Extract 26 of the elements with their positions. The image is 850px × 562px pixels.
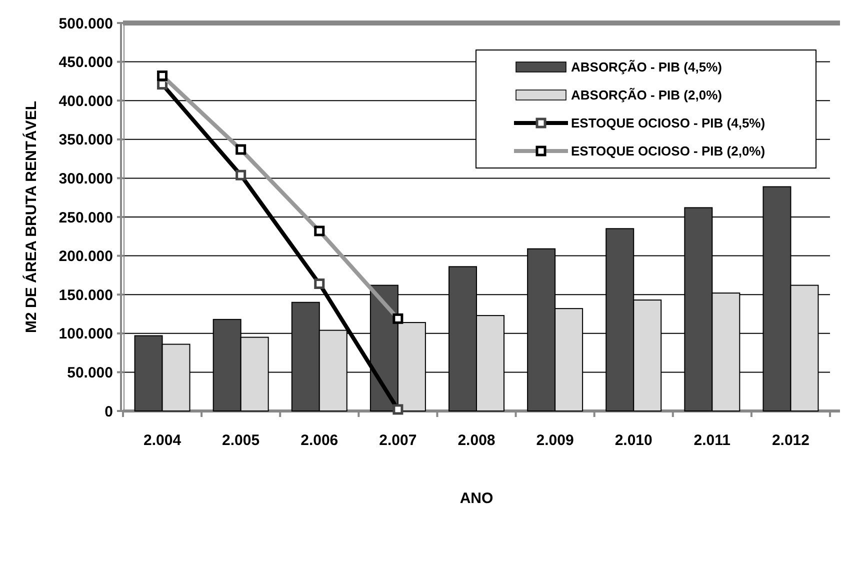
y-tick-label: 300.000 — [58, 170, 113, 188]
x-tick-label: 2.008 — [458, 432, 496, 449]
y-tick-label: 200.000 — [58, 248, 113, 266]
x-tick-label: 2.012 — [772, 432, 810, 449]
x-tick-label: 2.011 — [694, 432, 731, 449]
y-tick-label: 500.000 — [58, 15, 113, 32]
y-tick-label: 0 — [104, 403, 113, 420]
x-tick-label: 2.009 — [536, 432, 574, 449]
legend-label: ESTOQUE OCIOSO - PIB (4,5%) — [571, 116, 766, 131]
y-tick-label: 50.000 — [67, 364, 113, 382]
legend-label: ABSORÇÃO - PIB (4,5%) — [571, 60, 722, 75]
x-tick-label: 2.006 — [300, 432, 338, 449]
x-tick-label: 2.007 — [379, 432, 417, 449]
legend-label: ABSORÇÃO - PIB (2,0%) — [571, 88, 722, 103]
y-tick-label: 150.000 — [58, 286, 113, 304]
y-tick-label: 400.000 — [58, 92, 113, 110]
y-tick-label: 350.000 — [58, 132, 113, 149]
y-tick-label: 100.000 — [58, 326, 113, 343]
x-axis-title: ANO — [460, 490, 494, 507]
legend-label: ESTOQUE OCIOSO - PIB (2,0%) — [571, 144, 766, 159]
x-tick-label: 2.005 — [222, 432, 260, 449]
y-axis-title: M2 DE ÁREA BRUTA RENTÁVEL — [22, 101, 40, 333]
y-tick-label: 450.000 — [58, 54, 113, 72]
x-tick-label: 2.010 — [614, 432, 652, 449]
x-tick-label: 2.004 — [144, 432, 182, 449]
y-tick-label: 250.000 — [58, 209, 113, 226]
